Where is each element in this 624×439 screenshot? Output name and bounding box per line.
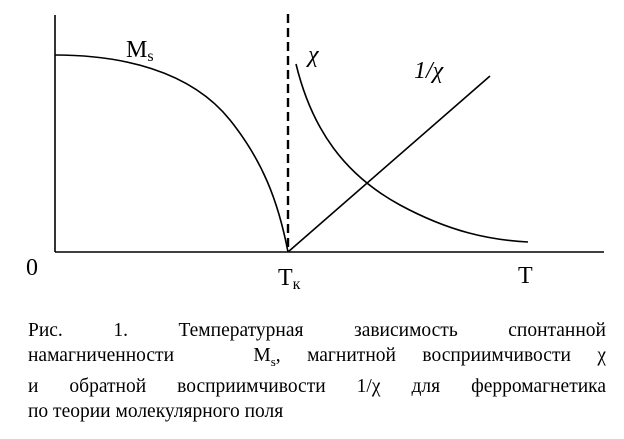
caption-ms-symbol: M	[253, 345, 271, 366]
figure-caption: Рис. 1. Температурная зависимость спонта…	[28, 318, 606, 424]
curie-temperature-label: Tк	[278, 265, 301, 293]
inverse-chi-line	[287, 75, 491, 253]
origin-label: 0	[26, 255, 38, 281]
caption-ms-subscript: s	[270, 353, 276, 369]
caption-line-1: Рис. 1. Температурная зависимость спонта…	[28, 320, 606, 341]
chi-label: χ	[306, 42, 320, 68]
caption-line-2: намагниченности Ms, магнитной восприимчи…	[28, 343, 606, 374]
caption-line-4: по теории молекулярного поля	[28, 400, 284, 422]
ms-curve	[54, 54, 289, 253]
caption-line-3: и обратной восприимчивости 1/χ для ферро…	[28, 375, 606, 397]
ms-label: Ms	[126, 37, 154, 65]
inverse-chi-label: 1/χ	[414, 58, 445, 84]
chart-figure: Ms χ 1/χ 0 Tк T	[26, 14, 604, 293]
temperature-axis-label: T	[518, 263, 533, 289]
caption-line-2-part-b: , магнитной восприимчивости χ	[275, 345, 606, 366]
chi-curve	[295, 63, 529, 243]
caption-line-2-part-a: намагниченности	[28, 345, 175, 366]
